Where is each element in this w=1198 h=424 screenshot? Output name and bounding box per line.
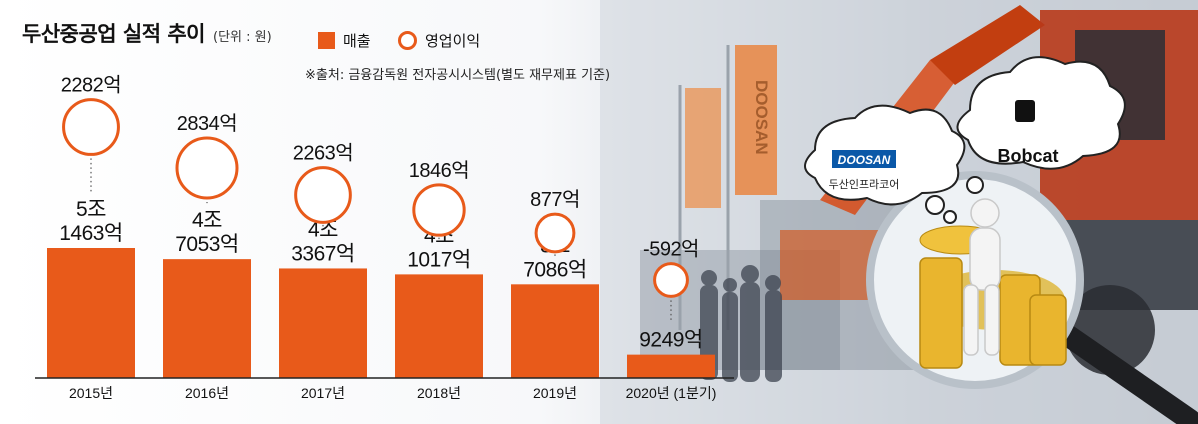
revenue-bar [163,259,251,378]
x-tick-label: 2020년 (1분기) [626,385,717,401]
operating-profit-label: 2834억 [177,112,237,135]
legend-bar-swatch [318,32,335,49]
legend-operating-profit: 영업이익 [398,30,480,51]
revenue-bar [279,268,367,378]
revenue-value-label: 1463억 [59,222,123,245]
revenue-value-label: 7053억 [175,233,239,256]
x-tick-label: 2019년 [533,385,577,401]
source-note: ※출처: 금융감독원 전자공시시스템(별도 재무제표 기준) [305,68,611,83]
revenue-value-label: 9249억 [639,329,703,352]
bobcat-logo-text: Bobcat [997,146,1058,166]
doosan-logo-text: DOOSAN [838,153,891,167]
operating-profit-circle [534,212,576,254]
legend-revenue-label: 매출 [343,32,371,50]
operating-profit-circle [653,262,689,298]
revenue-bar [627,354,715,378]
chart-header: 두산중공업 실적 추이 (단위 : 원) [22,18,272,48]
banner-text: DOOSAN [752,80,771,155]
operating-profit-circle [62,98,120,156]
revenue-value-label: 4조 [308,218,338,241]
legend-operating-profit-label: 영업이익 [425,32,481,50]
x-tick-label: 2017년 [301,385,345,401]
legend-circle-swatch [398,31,417,50]
operating-profit-label: 2282억 [61,74,121,97]
chart-title: 두산중공업 실적 추이 [22,22,206,46]
operating-profit-label: -592억 [643,238,699,261]
operating-profit-circle [412,183,466,237]
thought-bubbles [804,56,1126,224]
revenue-value-label: 4조 [192,209,222,232]
revenue-bar [511,284,599,378]
crowd [700,265,782,382]
x-tick-label: 2018년 [417,385,461,401]
operating-profit-label: 2263억 [293,142,353,165]
revenue-value-label: 5조 [76,198,106,221]
bobcat-logo: Bobcat [997,100,1059,166]
revenue-value-label: 1017억 [407,248,471,271]
operating-profit-label: 877억 [530,188,580,211]
legend-revenue: 매출 [318,30,371,51]
doosan-logo: DOOSAN 두산인프라코어 [829,150,900,191]
operating-profit-circle [175,136,239,200]
revenue-value-label: 3367억 [291,242,355,265]
magnifier [866,171,1198,424]
revenue-bar [47,248,135,378]
doosan-caption: 두산인프라코어 [829,178,900,191]
unit-label: (단위 : 원) [213,30,272,45]
x-tick-label: 2016년 [185,385,229,401]
revenue-bar [395,274,483,378]
x-tick-label: 2015년 [69,385,113,401]
revenue-value-label: 7086억 [523,258,587,281]
operating-profit-label: 1846억 [409,159,469,182]
operating-profit-circle [294,166,352,224]
